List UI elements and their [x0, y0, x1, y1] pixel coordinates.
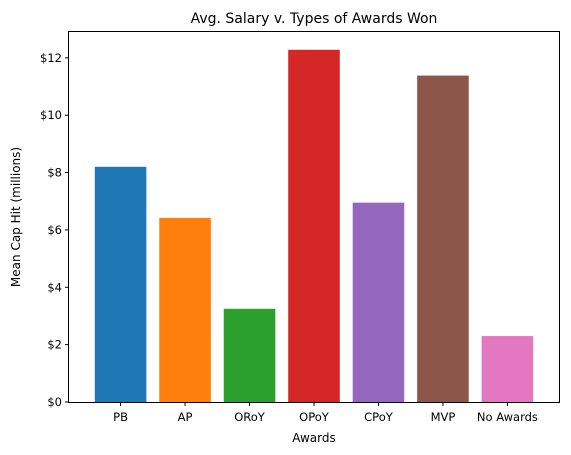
- y-tick-label: $0: [47, 395, 62, 409]
- x-tick-label: CPoY: [364, 410, 394, 424]
- y-axis-label: Mean Cap Hit (millions): [9, 147, 23, 287]
- bar-no-awards: [482, 336, 534, 402]
- y-axis: $0 $2 $4 $6 $8 $10 $12: [40, 51, 69, 409]
- x-axis-label: Awards: [292, 431, 335, 445]
- bar-mvp: [417, 76, 469, 402]
- y-tick-label: $2: [47, 338, 62, 352]
- x-tick-label: OPoY: [299, 410, 330, 424]
- bar-ap: [159, 218, 211, 402]
- chart-title: Avg. Salary v. Types of Awards Won: [191, 11, 438, 27]
- y-tick-label: $6: [47, 223, 62, 237]
- y-tick-label: $12: [40, 51, 62, 65]
- bars-group: [95, 50, 533, 402]
- x-axis: PB AP ORoY OPoY CPoY MVP No Awards: [113, 402, 538, 424]
- bar-opoy: [288, 50, 340, 402]
- bar-oroy: [224, 309, 276, 402]
- x-tick-label: PB: [113, 410, 128, 424]
- y-tick-label: $10: [40, 108, 62, 122]
- x-tick-label: ORoY: [234, 410, 266, 424]
- x-tick-label: MVP: [431, 410, 456, 424]
- x-tick-label: No Awards: [477, 410, 538, 424]
- bar-cpoy: [353, 203, 405, 402]
- y-tick-label: $8: [47, 166, 62, 180]
- y-tick-label: $4: [47, 280, 62, 294]
- bar-pb: [95, 167, 147, 402]
- x-tick-label: AP: [178, 410, 193, 424]
